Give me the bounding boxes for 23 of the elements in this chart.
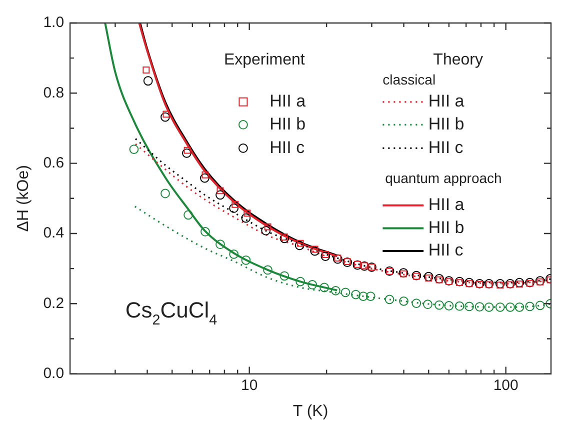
legend-label: HII b xyxy=(428,114,464,134)
legend-label: HII a xyxy=(428,92,465,111)
legend-label: HII c xyxy=(428,240,464,260)
legend-label: HII c xyxy=(428,138,464,157)
legend-label: HII a xyxy=(270,92,306,111)
y-tick-label: 0.8 xyxy=(43,84,64,102)
annotation: Experiment xyxy=(224,52,306,69)
y-tick-label: 1.0 xyxy=(43,14,64,32)
annotation: Theory xyxy=(433,52,483,69)
x-tick-label: 10 xyxy=(240,376,258,394)
legend-label: HII c xyxy=(270,138,306,157)
y-tick-label: 0.4 xyxy=(43,224,64,242)
x-axis-title: T (K) xyxy=(292,402,328,420)
y-tick-label: 0.6 xyxy=(43,154,64,172)
y-tick-label: 0.0 xyxy=(43,364,64,382)
legend-label: HII b xyxy=(428,218,464,237)
annotation: quantum approach xyxy=(385,170,502,186)
x-tick-label: 100 xyxy=(493,376,518,394)
y-axis-title: ΔH (kOe) xyxy=(15,165,32,232)
legend-label: HII b xyxy=(270,114,306,134)
y-tick-label: 0.2 xyxy=(43,294,64,312)
annotation: classical xyxy=(382,72,436,88)
legend-label: HII a xyxy=(428,195,465,214)
